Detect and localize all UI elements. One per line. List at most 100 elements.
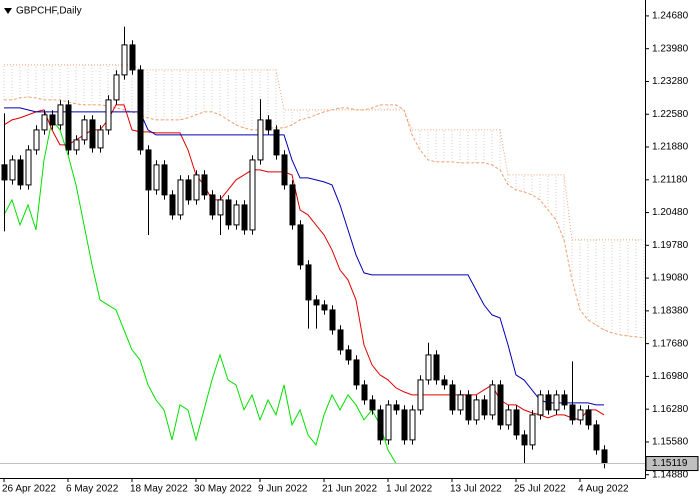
candle-body [497, 384, 504, 426]
candle-body [121, 44, 128, 76]
candle-body [433, 354, 440, 381]
candle-body [401, 409, 408, 441]
kijun-sen [4, 107, 604, 406]
candle-body [385, 404, 392, 441]
candle-body [161, 164, 168, 196]
candle-body [57, 104, 64, 126]
candle-body [249, 159, 256, 231]
x-tick-label: 1 Jul 2022 [386, 484, 433, 495]
candle-body [441, 379, 448, 386]
y-tick-label: 1.22580 [652, 109, 689, 120]
x-tick-label: 4 Aug 2022 [578, 484, 629, 495]
candle-body [345, 349, 352, 361]
candle-body [281, 154, 288, 186]
candle-body [81, 119, 88, 141]
candle-body [577, 409, 584, 421]
bid-label-box [645, 456, 699, 472]
candle-body [329, 309, 336, 331]
candle-body [193, 174, 200, 201]
y-tick-label: 1.21880 [652, 142, 689, 153]
candle-body [417, 379, 424, 411]
candle-body [457, 394, 464, 411]
candle-body [353, 359, 360, 386]
candle-body [321, 304, 328, 311]
candle-body [425, 354, 432, 381]
candle-body [65, 104, 72, 151]
candle-body [169, 194, 176, 216]
candle-body [593, 424, 600, 451]
candle-body [73, 139, 80, 151]
candle-body [537, 394, 544, 416]
candle-body [273, 129, 280, 156]
y-tick-label: 1.14880 [652, 469, 689, 480]
candle-body [153, 164, 160, 191]
candle-body [9, 159, 16, 181]
candle-body [49, 114, 56, 126]
candle-body [97, 129, 104, 149]
candle-body [89, 119, 96, 149]
x-tick-label: 6 May 2022 [66, 484, 119, 495]
bid-label: 1.15119 [652, 458, 688, 469]
candle-body [1, 164, 8, 181]
candle-body [297, 224, 304, 266]
candle-body [409, 409, 416, 441]
candle-body [217, 199, 224, 216]
candle-body [369, 399, 376, 411]
candle-body [233, 204, 240, 226]
candle-body [41, 114, 48, 131]
y-tick-label: 1.19080 [652, 273, 689, 284]
y-tick-label: 1.23980 [652, 43, 689, 54]
x-tick-label: 26 Apr 2022 [2, 484, 56, 495]
candle-body [113, 74, 120, 101]
candle-body [265, 119, 272, 131]
plot-area [1, 26, 645, 469]
candle-body [201, 174, 208, 196]
candle-body [529, 414, 536, 446]
candle-body [545, 394, 552, 411]
chart-title: GBPCHF,Daily [16, 6, 82, 17]
candle-body [393, 404, 400, 411]
candle-body [561, 394, 568, 406]
candle-body [585, 409, 592, 426]
y-tick-label: 1.23280 [652, 76, 689, 87]
senkou-span-b [4, 64, 644, 241]
candle-body [553, 394, 560, 411]
y-tick-label: 1.21180 [652, 174, 688, 185]
candle-body [489, 384, 496, 416]
y-tick-label: 1.16980 [652, 371, 689, 382]
candle-body [257, 119, 264, 161]
candle-body [313, 299, 320, 306]
candle-body [473, 399, 480, 421]
x-tick-label: 21 Jun 2022 [322, 484, 377, 495]
y-tick-label: 1.15580 [652, 437, 689, 448]
candle-body [209, 194, 216, 216]
y-tick-label: 1.16280 [652, 404, 689, 415]
x-tick-label: 18 May 2022 [130, 484, 188, 495]
candle-body [601, 449, 608, 465]
y-tick-label: 1.24680 [652, 11, 689, 22]
symbol-menu-icon[interactable] [4, 8, 12, 14]
candle-body [129, 44, 136, 71]
tenkan-sen [3, 104, 605, 421]
candle-body [521, 434, 528, 446]
candle-body [465, 394, 472, 421]
y-tick-label: 1.19780 [652, 240, 689, 251]
y-tick-label: 1.17680 [652, 338, 689, 349]
candle-body [25, 149, 32, 186]
candle-body [17, 159, 24, 186]
candle-body [289, 184, 296, 226]
candle-body [225, 199, 232, 226]
candle-body [145, 149, 152, 191]
candle-body [505, 409, 512, 426]
candle-body [361, 384, 368, 401]
candle-body [449, 384, 456, 411]
x-tick-label: 25 Jul 2022 [514, 484, 566, 495]
candle-body [569, 404, 576, 421]
chikou-span [3, 118, 397, 464]
candle-body [337, 329, 344, 351]
candle-body [305, 264, 312, 301]
y-tick-label: 1.18380 [652, 306, 689, 317]
candle-body [241, 204, 248, 231]
candle-body [137, 69, 144, 151]
x-tick-label: 13 Jul 2022 [450, 484, 502, 495]
